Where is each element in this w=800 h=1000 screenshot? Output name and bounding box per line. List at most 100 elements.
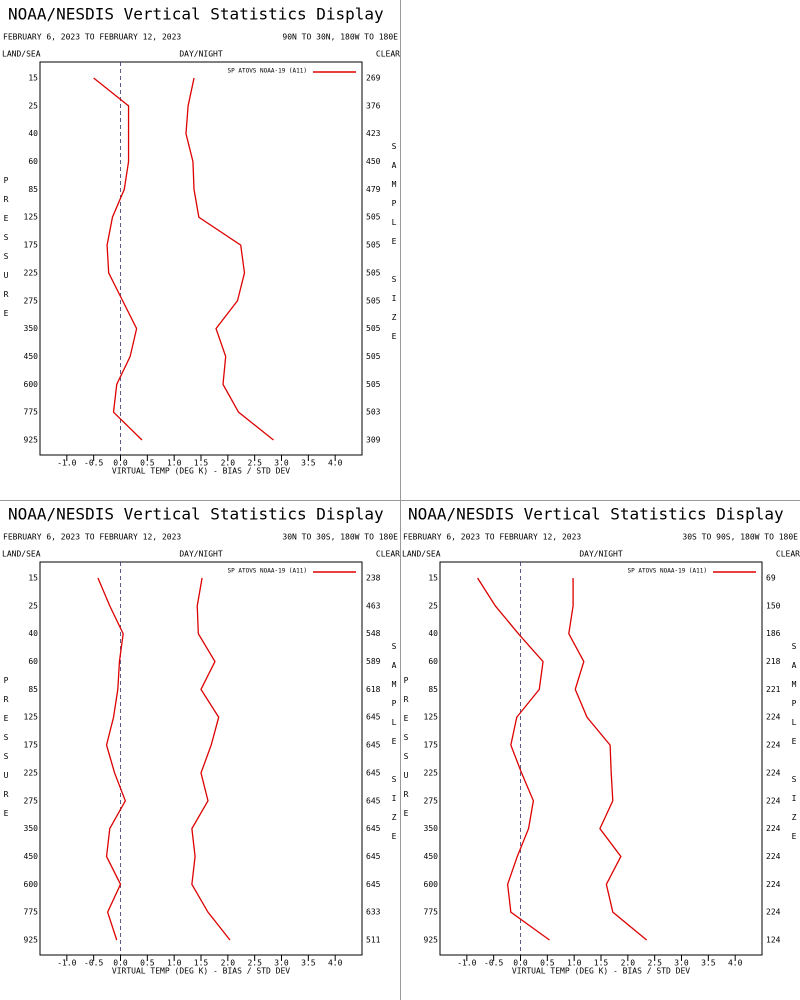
sample-size-label: 224 (766, 768, 781, 777)
sample-size-label: 224 (766, 908, 781, 917)
pressure-label: 450 (24, 352, 39, 361)
pressure-label: 450 (24, 852, 39, 861)
pressure-label: 275 (24, 796, 39, 805)
date-range: FEBRUARY 6, 2023 TO FEBRUARY 12, 2023 (3, 533, 181, 542)
pressure-label: 125 (24, 213, 39, 222)
sample-size-label: 69 (766, 574, 776, 583)
panel: NOAA/NESDIS Vertical Statistics Display F… (2, 505, 401, 976)
profile-line (93, 77, 143, 441)
pressure-label: 125 (424, 713, 439, 722)
sample-size-label: 505 (366, 324, 381, 333)
x-tick-label: 0.5 (140, 459, 155, 468)
chart-title: NOAA/NESDIS Vertical Statistics Display (408, 505, 784, 524)
pressure-label: 600 (24, 380, 39, 389)
x-tick-label: 0.5 (540, 959, 555, 968)
x-tick-label: -0.5 (84, 959, 103, 968)
header-left: LAND/SEA (2, 550, 41, 559)
sample-size-label: 124 (766, 936, 781, 945)
x-tick-label: 3.5 (701, 959, 716, 968)
sample-size-label: 505 (366, 268, 381, 277)
sample-size-label: 505 (366, 296, 381, 305)
x-axis-label: VIRTUAL TEMP (DEG K) - BIAS / STD DEV (112, 967, 290, 976)
sample-size-label: 505 (366, 352, 381, 361)
x-tick-label: -1.0 (57, 459, 76, 468)
pressure-label: 25 (28, 101, 38, 110)
pressure-label: 600 (424, 880, 439, 889)
pressure-label: 60 (28, 157, 38, 166)
pressure-label: 25 (28, 601, 38, 610)
panel: NOAA/NESDIS Vertical Statistics Display F… (402, 505, 800, 976)
x-tick-label: 0.0 (113, 459, 128, 468)
pressure-label: 450 (424, 852, 439, 861)
pressure-label: 175 (24, 241, 39, 250)
pressure-label: 40 (428, 629, 438, 638)
x-tick-label: -1.0 (57, 959, 76, 968)
y-axis-label: PRESSURE (402, 676, 411, 828)
header-center: DAY/NIGHT (179, 50, 223, 59)
sample-size-label: 503 (366, 408, 381, 417)
sample-size-label: 238 (366, 574, 381, 583)
pressure-label: 40 (28, 629, 38, 638)
y2-axis-label: SAMPLE SIZE (390, 642, 399, 851)
sample-size-label: 224 (766, 796, 781, 805)
profile-line (97, 577, 127, 941)
pressure-label: 350 (24, 324, 39, 333)
x-tick-label: 4.0 (328, 959, 343, 968)
pressure-label: 350 (24, 824, 39, 833)
sample-size-label: 224 (766, 824, 781, 833)
header-center: DAY/NIGHT (579, 550, 623, 559)
x-tick-label: 4.0 (728, 959, 743, 968)
pressure-label: 175 (24, 741, 39, 750)
legend-label: SP ATOVS NOAA-19 (A11) (628, 568, 707, 575)
pressure-label: 225 (424, 768, 439, 777)
x-axis-label: VIRTUAL TEMP (DEG K) - BIAS / STD DEV (112, 467, 290, 476)
x-tick-label: 2.0 (621, 959, 636, 968)
x-tick-label: 1.0 (567, 959, 582, 968)
x-tick-label: 0.0 (113, 959, 128, 968)
region: 30N TO 30S, 180W TO 180E (282, 533, 398, 542)
sample-size-label: 218 (766, 657, 781, 666)
region: 30S TO 90S, 180W TO 180E (682, 533, 798, 542)
profile-line (185, 77, 274, 441)
sample-size-label: 463 (366, 601, 381, 610)
header-center: DAY/NIGHT (179, 550, 223, 559)
sample-size-label: 376 (366, 101, 381, 110)
chart-title: NOAA/NESDIS Vertical Statistics Display (8, 5, 384, 24)
x-tick-label: 3.5 (301, 459, 316, 468)
pressure-label: 925 (24, 436, 39, 445)
pressure-label: 60 (28, 657, 38, 666)
chart-title: NOAA/NESDIS Vertical Statistics Display (8, 505, 384, 524)
x-tick-label: 2.5 (647, 959, 662, 968)
x-tick-label: 3.0 (274, 459, 289, 468)
sample-size-label: 224 (766, 713, 781, 722)
x-tick-label: 1.5 (594, 959, 609, 968)
date-range: FEBRUARY 6, 2023 TO FEBRUARY 12, 2023 (3, 33, 181, 42)
x-tick-label: 3.0 (674, 959, 689, 968)
sample-size-label: 618 (366, 685, 381, 694)
pressure-label: 775 (24, 408, 39, 417)
y-axis-label: PRESSURE (2, 676, 11, 828)
sample-size-label: 150 (766, 601, 781, 610)
x-tick-label: -1.0 (457, 959, 476, 968)
sample-size-label: 186 (766, 629, 781, 638)
pressure-label: 775 (424, 908, 439, 917)
sample-size-label: 479 (366, 185, 381, 194)
profile-line (568, 578, 648, 941)
pressure-label: 15 (28, 74, 38, 83)
pressure-label: 85 (28, 685, 38, 694)
pressure-label: 85 (428, 685, 438, 694)
x-tick-label: 1.5 (194, 459, 209, 468)
sample-size-label: 548 (366, 629, 381, 638)
x-tick-label: 3.0 (274, 959, 289, 968)
sample-size-label: 505 (366, 380, 381, 389)
pressure-label: 15 (28, 574, 38, 583)
header-left: LAND/SEA (402, 550, 441, 559)
x-tick-label: 2.0 (221, 959, 236, 968)
sample-size-label: 450 (366, 157, 381, 166)
header-right: CLEAR (376, 550, 400, 559)
pressure-label: 225 (24, 768, 39, 777)
sample-size-label: 224 (766, 852, 781, 861)
x-tick-label: 1.0 (167, 459, 182, 468)
legend-label: SP ATOVS NOAA-19 (A11) (228, 68, 307, 75)
